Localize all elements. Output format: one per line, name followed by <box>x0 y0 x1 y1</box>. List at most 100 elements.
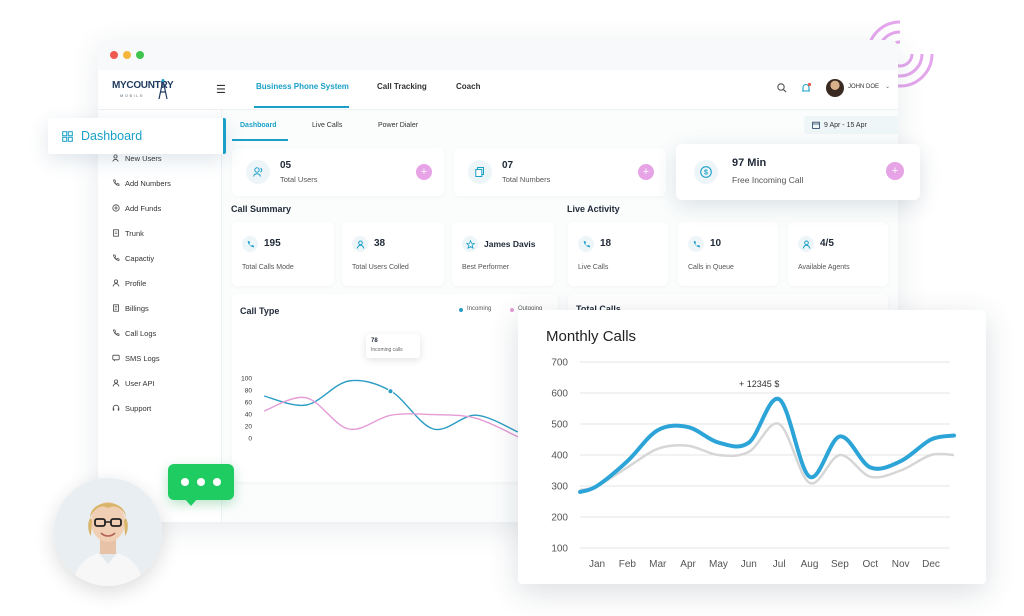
logo-subtext: MOBILE <box>120 93 145 98</box>
star-icon <box>462 236 478 252</box>
users-icon <box>246 160 270 184</box>
sidebar-item-trunk[interactable]: Trunk <box>112 227 144 239</box>
stat-label: Total Numbers <box>502 175 551 184</box>
y-tick-label: 400 <box>551 451 568 462</box>
sidebar-item-label: Trunk <box>125 228 144 238</box>
sidebar-item-support[interactable]: Support <box>112 402 151 414</box>
maximize-dot-icon[interactable] <box>136 51 144 59</box>
y-tick-label: 40 <box>245 412 253 419</box>
sidebar-item-user-api[interactable]: User API <box>112 377 155 389</box>
summary-card-total-calls: 195 Total Calls Mode <box>232 222 334 286</box>
sidebar-item-capacity[interactable]: Capactiy <box>112 252 154 264</box>
sidebar: New Users Add Numbers Add Funds Trunk Ca… <box>98 110 222 522</box>
y-tick-label: 500 <box>551 420 568 431</box>
user-icon <box>798 236 814 252</box>
plus-circle-icon <box>112 204 120 212</box>
activity-label: Calls in Queue <box>688 264 734 271</box>
activity-card-available-agents: 4/5 Available Agents <box>788 222 888 286</box>
menu-icon[interactable]: ☰ <box>216 84 226 96</box>
stat-value: 97 Min <box>732 157 767 169</box>
y-tick-label: 600 <box>551 389 568 400</box>
chart-annotation: + 12345 $ <box>739 379 779 389</box>
x-tick-label: Jan <box>589 559 605 570</box>
sidebar-item-label: Add Funds <box>125 203 162 213</box>
live-activity-title: Live Activity <box>567 204 620 214</box>
y-tick-label: 300 <box>551 482 568 493</box>
bell-icon[interactable] <box>800 82 812 94</box>
user-name[interactable]: JOHN DOE <box>848 84 880 90</box>
tab-power-dialer[interactable]: Power Dialer <box>378 122 419 129</box>
series-line-secondary <box>579 422 955 492</box>
sidebar-item-label: Support <box>125 403 152 413</box>
summary-label: Best Performer <box>462 264 510 271</box>
activity-value: 4/5 <box>820 238 834 249</box>
date-range-label: 9 Apr - 15 Apr <box>824 121 867 129</box>
call-type-card: Call Type Incoming Outgoing 0 20 40 60 80 100… <box>232 294 558 482</box>
x-tick-label: Oct <box>862 559 878 570</box>
x-tick-label: Aug <box>801 559 819 570</box>
logo: MYCOUNTRY <box>112 80 174 91</box>
dollar-icon: $ <box>694 160 718 184</box>
sidebar-item-dashboard[interactable]: Dashboard <box>48 118 226 154</box>
x-tick-label: Jul <box>773 559 786 570</box>
tab-dashboard[interactable]: Dashboard <box>240 122 277 129</box>
users-icon <box>352 236 368 252</box>
stat-card-total-numbers: 07 Total Numbers + <box>454 148 666 196</box>
tower-icon <box>158 79 168 100</box>
y-tick-label: 80 <box>245 388 253 395</box>
minimize-dot-icon[interactable] <box>123 51 131 59</box>
stat-label: Total Users <box>280 175 318 184</box>
tooltip-value: 78 <box>371 338 378 344</box>
window-titlebar <box>98 40 898 70</box>
phone-icon <box>242 236 258 252</box>
nav-business-phone-system[interactable]: Business Phone System <box>256 82 349 91</box>
monthly-calls-chart: 100 200 300 400 500 600 700 Jan Feb Mar Apr May Jun J… <box>551 358 956 570</box>
sidebar-item-label: User API <box>125 378 155 388</box>
stat-value: 05 <box>280 160 292 171</box>
y-tick-label: 0 <box>248 436 252 443</box>
add-free-call-button[interactable]: + <box>886 162 904 180</box>
legend-dot-incoming <box>459 308 463 312</box>
nav-active-underline <box>254 106 349 108</box>
sidebar-item-label: Call Logs <box>125 328 157 338</box>
sidebar-item-label: Profile <box>125 278 147 288</box>
monthly-calls-title: Monthly Calls <box>546 328 637 345</box>
headset-icon <box>112 404 120 411</box>
user-avatar[interactable] <box>826 79 844 97</box>
chat-bubble-icon[interactable] <box>168 464 234 500</box>
total-calls-title: Total Calls <box>576 304 621 314</box>
tab-active-underline <box>232 139 288 141</box>
sidebar-item-add-funds[interactable]: Add Funds <box>112 202 161 214</box>
nav-call-tracking[interactable]: Call Tracking <box>377 82 427 91</box>
y-tick-label: 60 <box>245 400 253 407</box>
stat-card-free-incoming-call: $ 97 Min Free Incoming Call + <box>676 144 920 200</box>
sidebar-item-sms-logs[interactable]: SMS Logs <box>112 352 160 364</box>
sidebar-item-billings[interactable]: Billings <box>112 302 149 314</box>
legend-incoming: Incoming <box>467 306 492 312</box>
add-user-button[interactable]: + <box>416 164 432 180</box>
chevron-down-icon[interactable]: ⌄ <box>885 84 891 90</box>
tooltip-point <box>387 388 394 395</box>
sidebar-item-new-users[interactable]: New Users <box>112 152 162 164</box>
x-tick-label: Jun <box>741 559 757 570</box>
y-tick-label: 20 <box>245 424 253 431</box>
x-tick-label: Nov <box>892 559 910 570</box>
sidebar-item-call-logs[interactable]: Call Logs <box>112 327 156 339</box>
add-number-button[interactable]: + <box>638 164 654 180</box>
close-dot-icon[interactable] <box>110 51 118 59</box>
summary-label: Total Users Colled <box>352 264 409 271</box>
tab-live-calls[interactable]: Live Calls <box>312 122 343 129</box>
stat-label: Free Incoming Call <box>732 175 804 185</box>
sidebar-item-add-numbers[interactable]: Add Numbers <box>112 177 171 189</box>
search-icon[interactable] <box>776 82 788 94</box>
chat-dot <box>213 478 221 486</box>
nav-coach[interactable]: Coach <box>456 82 481 91</box>
activity-label: Live Calls <box>578 264 609 271</box>
date-range-picker[interactable]: 9 Apr - 15 Apr <box>804 116 898 134</box>
x-tick-label: May <box>709 559 728 570</box>
sidebar-item-profile[interactable]: Profile <box>112 277 146 289</box>
subtabs: Dashboard Live Calls Power Dialer 9 Apr … <box>222 110 898 142</box>
agent-avatar <box>54 478 162 586</box>
agent-portrait-icon <box>54 478 162 586</box>
activity-value: 18 <box>600 238 612 249</box>
